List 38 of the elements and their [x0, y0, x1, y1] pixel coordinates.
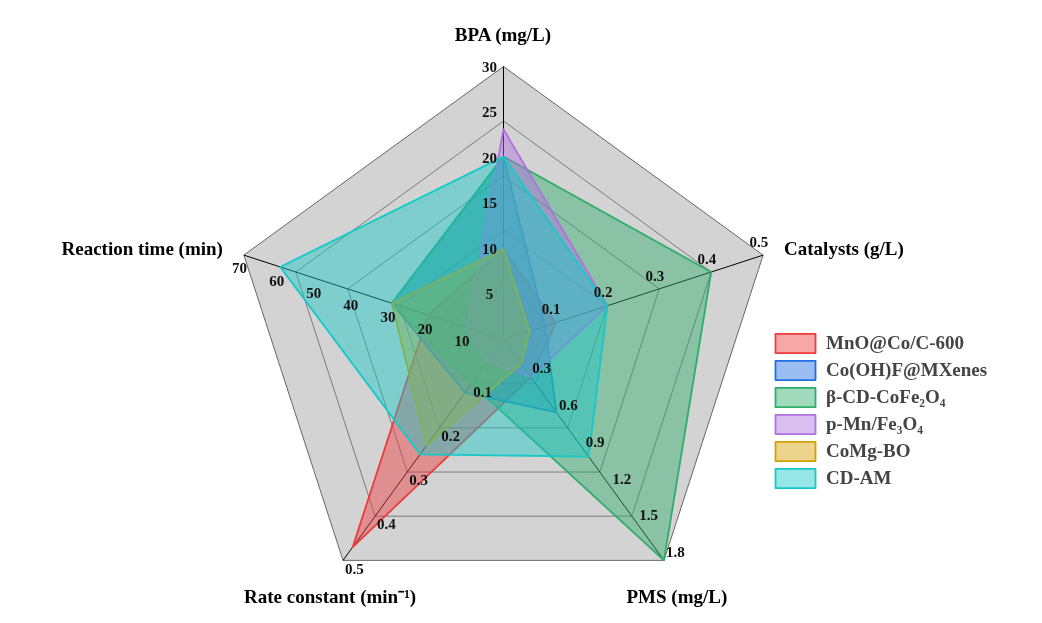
- legend-label: MnO@Co/C-600: [826, 332, 965, 354]
- text: 0.3: [532, 360, 551, 377]
- spoke-label: PMS (mg/L): [626, 585, 728, 608]
- text: 0.4: [697, 250, 717, 267]
- text: 5: [485, 286, 494, 302]
- text: 1.8: [665, 544, 685, 561]
- text: 0.3: [409, 472, 428, 489]
- legend-label: CoMg-BO: [826, 440, 911, 462]
- text: 20: [482, 149, 497, 166]
- text: 10: [454, 332, 470, 349]
- text: 70: [232, 260, 248, 277]
- legend-label: p-Mn/Fe₃O₄: [826, 413, 923, 435]
- spoke-label: Rate constant (min⁻¹): [244, 585, 417, 608]
- legend-label: CD-AM: [826, 467, 892, 489]
- text: 30: [482, 58, 497, 75]
- text: 0.1: [473, 383, 493, 400]
- text: 40: [343, 296, 359, 313]
- text: 0.5: [749, 233, 769, 250]
- text: 60: [269, 272, 285, 289]
- text: 15: [482, 195, 497, 211]
- legend-label: β-CD-CoFe₂O₄: [826, 386, 946, 408]
- spoke-label: Catalysts (g/L): [784, 237, 904, 260]
- text: 1.5: [639, 507, 658, 524]
- legend-label: Co(OH)F@MXenes: [826, 359, 988, 381]
- spoke-label: BPA (mg/L): [454, 24, 552, 46]
- text: 25: [482, 104, 497, 120]
- text: 1.2: [612, 470, 632, 487]
- spoke-label: Reaction time (min): [61, 237, 223, 260]
- text: 0.3: [645, 267, 665, 284]
- text: 50: [306, 284, 322, 301]
- text: 0.1: [541, 301, 561, 318]
- text: 0.2: [441, 428, 461, 445]
- text: 30: [380, 308, 396, 325]
- text: 10: [482, 240, 497, 257]
- text: 0.5: [344, 560, 364, 577]
- text: 0.4: [377, 516, 396, 533]
- text: 20: [417, 320, 433, 337]
- text: 0.6: [558, 396, 578, 413]
